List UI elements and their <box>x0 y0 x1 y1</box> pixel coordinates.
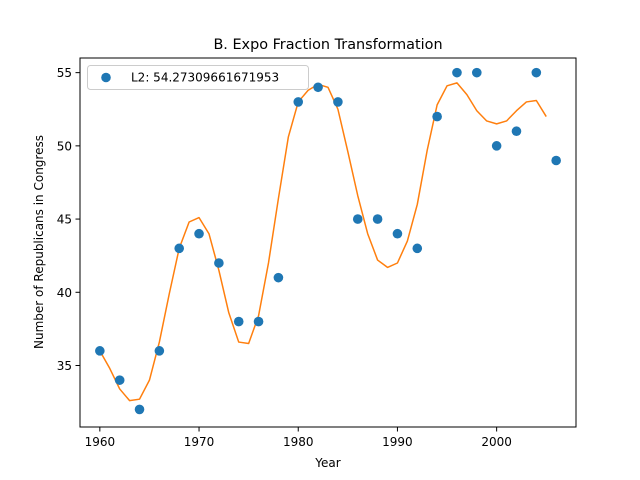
y-tick-label: 45 <box>57 213 72 227</box>
data-point <box>352 214 363 224</box>
plot-area <box>95 67 561 415</box>
data-point <box>531 67 542 78</box>
y-tick-label: 35 <box>57 359 72 373</box>
data-point <box>491 141 502 151</box>
data-point <box>551 155 561 166</box>
legend: L2: 54.27309661671953 <box>87 65 309 90</box>
data-point <box>472 67 482 78</box>
data-point <box>511 126 522 137</box>
y-axis-title: Number of Republicans in Congress <box>32 135 46 349</box>
x-axis-title: Year <box>314 456 340 470</box>
y-tick-label: 55 <box>57 66 72 80</box>
x-tick-label: 2000 <box>481 435 512 449</box>
axis-ticks: 1960 1970 1980 1990 2000 35 40 45 50 55 <box>57 66 512 449</box>
axes-frame <box>79 57 577 428</box>
data-point <box>293 97 304 107</box>
data-point <box>114 375 125 385</box>
data-point <box>372 214 383 224</box>
data-point <box>333 97 343 107</box>
chart-title: B. Expo Fraction Transformation <box>213 37 442 53</box>
y-tick-label: 50 <box>57 139 72 153</box>
data-point <box>233 316 244 327</box>
data-point <box>154 346 165 356</box>
data-point <box>273 272 284 283</box>
data-point <box>253 316 264 327</box>
data-point <box>432 111 442 122</box>
fit-line <box>99 82 547 402</box>
data-point <box>194 228 204 239</box>
legend-box <box>87 65 309 90</box>
x-tick-label: 1960 <box>85 435 116 449</box>
data-point <box>95 346 105 356</box>
data-point <box>214 258 224 268</box>
legend-marker <box>101 72 111 83</box>
data-point <box>134 404 145 415</box>
legend-label: L2: 54.27309661671953 <box>131 71 279 85</box>
y-tick-label: 40 <box>57 286 72 300</box>
data-point <box>174 243 184 254</box>
x-tick-label: 1980 <box>283 435 314 449</box>
data-point <box>392 228 403 239</box>
x-tick-label: 1990 <box>382 435 413 449</box>
data-point <box>313 82 323 93</box>
data-point <box>412 243 423 254</box>
data-point <box>452 67 462 78</box>
x-tick-label: 1970 <box>184 435 215 449</box>
